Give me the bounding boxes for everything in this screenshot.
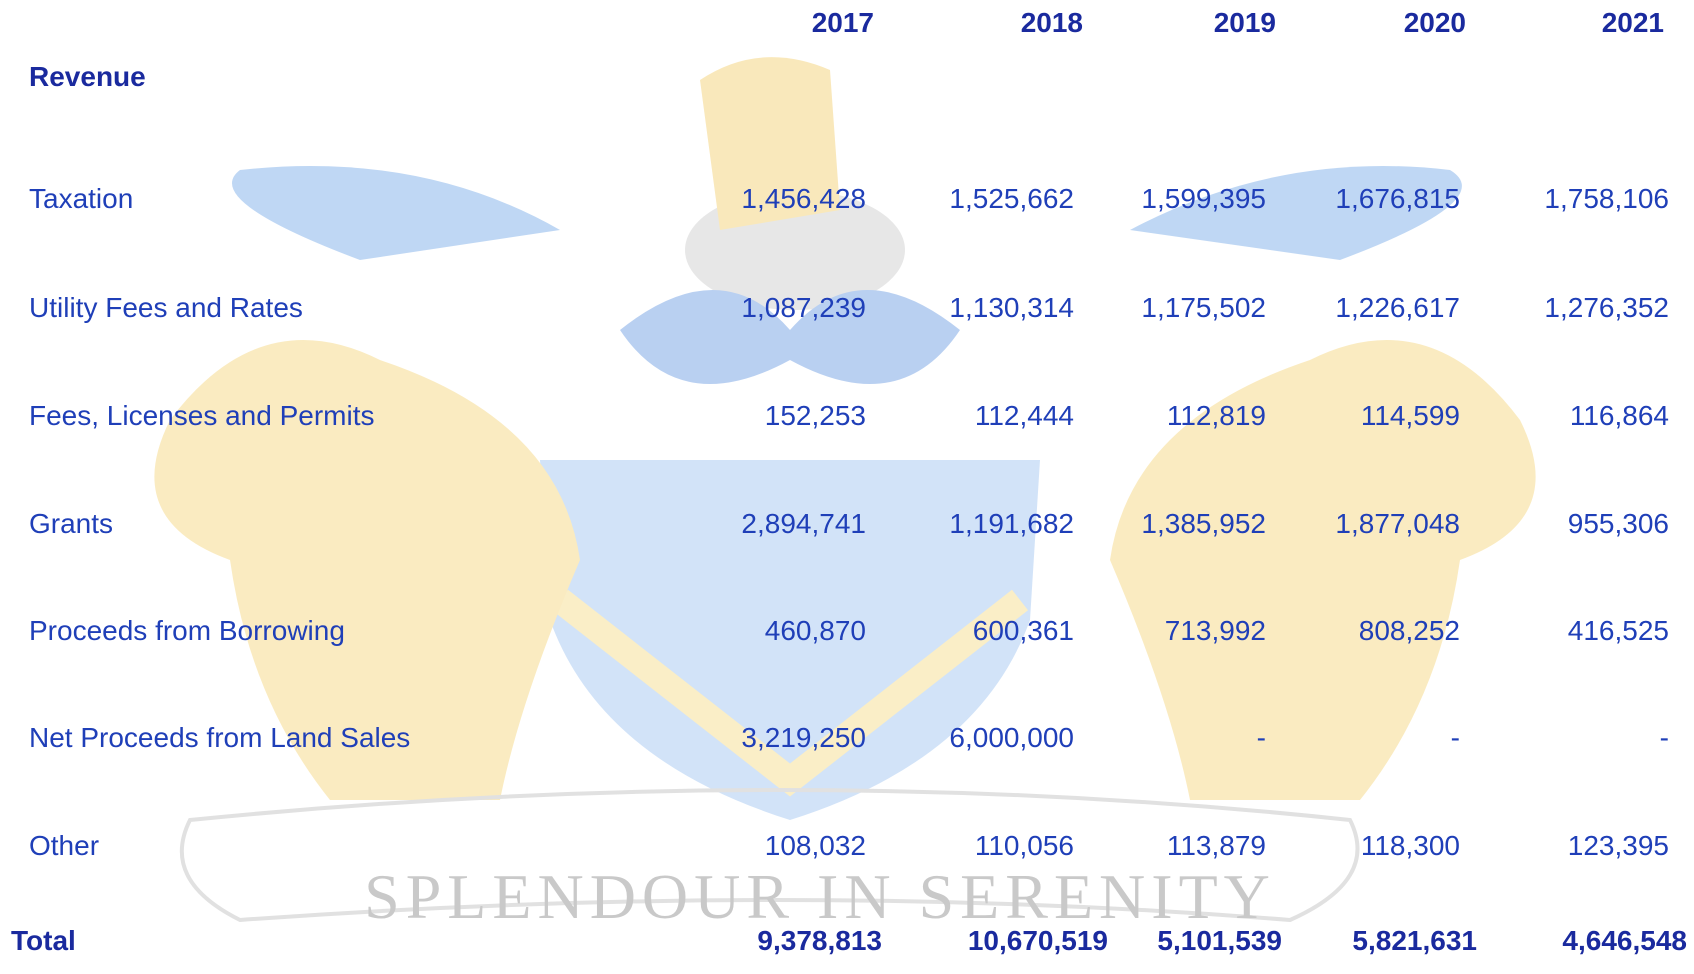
year-header: 2020 <box>1404 6 1466 40</box>
cell-value: 108,032 <box>765 829 866 863</box>
cell-value: 123,395 <box>1568 829 1669 863</box>
cell-value: 112,444 <box>975 399 1074 433</box>
cell-value: 112,819 <box>1167 399 1266 433</box>
cell-value: 1,877,048 <box>1335 507 1460 541</box>
cell-value: 1,175,502 <box>1141 291 1266 325</box>
cell-value: - <box>1257 721 1266 755</box>
page: SPLENDOUR IN SERENITY 2017 2018 2019 2020 20… <box>0 0 1694 974</box>
cell-value: 1,456,428 <box>741 182 866 216</box>
cell-value: 1,276,352 <box>1544 291 1669 325</box>
cell-value: 2,894,741 <box>741 507 866 541</box>
cell-value: 1,599,395 <box>1141 182 1266 216</box>
total-label: Total <box>11 924 76 958</box>
cell-value: 1,087,239 <box>741 291 866 325</box>
cell-value: 1,385,952 <box>1141 507 1266 541</box>
row-label: Fees, Licenses and Permits <box>29 399 375 433</box>
cell-value: 1,525,662 <box>949 182 1074 216</box>
cell-value: 114,599 <box>1361 399 1460 433</box>
coat-of-arms-watermark <box>0 0 1694 974</box>
cell-value: 808,252 <box>1359 614 1460 648</box>
cell-value: 955,306 <box>1568 507 1669 541</box>
cell-value: 713,992 <box>1165 614 1266 648</box>
watermark-motto: SPLENDOUR IN SERENITY <box>364 860 1276 934</box>
cell-value: 1,226,617 <box>1335 291 1460 325</box>
row-label: Grants <box>29 507 113 541</box>
cell-value: 3,219,250 <box>741 721 866 755</box>
year-header: 2017 <box>812 6 874 40</box>
cell-value: 118,300 <box>1361 829 1460 863</box>
cell-value: 113,879 <box>1167 829 1266 863</box>
row-label: Other <box>29 829 99 863</box>
row-label: Utility Fees and Rates <box>29 291 303 325</box>
cell-value: - <box>1451 721 1460 755</box>
total-value: 9,378,813 <box>757 924 882 958</box>
row-label: Taxation <box>29 182 133 216</box>
cell-value: 1,676,815 <box>1335 182 1460 216</box>
cell-value: 116,864 <box>1570 399 1669 433</box>
cell-value: 1,130,314 <box>949 291 1074 325</box>
cell-value: 460,870 <box>765 614 866 648</box>
total-value: 5,101,539 <box>1157 924 1282 958</box>
total-value: 10,670,519 <box>968 924 1108 958</box>
year-header: 2018 <box>1021 6 1083 40</box>
year-header: 2019 <box>1214 6 1276 40</box>
row-label: Proceeds from Borrowing <box>29 614 345 648</box>
cell-value: 6,000,000 <box>949 721 1074 755</box>
total-value: 5,821,631 <box>1352 924 1477 958</box>
total-value: 4,646,548 <box>1562 924 1687 958</box>
section-heading: Revenue <box>29 60 146 94</box>
cell-value: 152,253 <box>765 399 866 433</box>
cell-value: 1,758,106 <box>1544 182 1669 216</box>
cell-value: 110,056 <box>975 829 1074 863</box>
cell-value: - <box>1660 721 1669 755</box>
row-label: Net Proceeds from Land Sales <box>29 721 410 755</box>
cell-value: 600,361 <box>973 614 1074 648</box>
cell-value: 416,525 <box>1568 614 1669 648</box>
cell-value: 1,191,682 <box>949 507 1074 541</box>
year-header: 2021 <box>1602 6 1664 40</box>
